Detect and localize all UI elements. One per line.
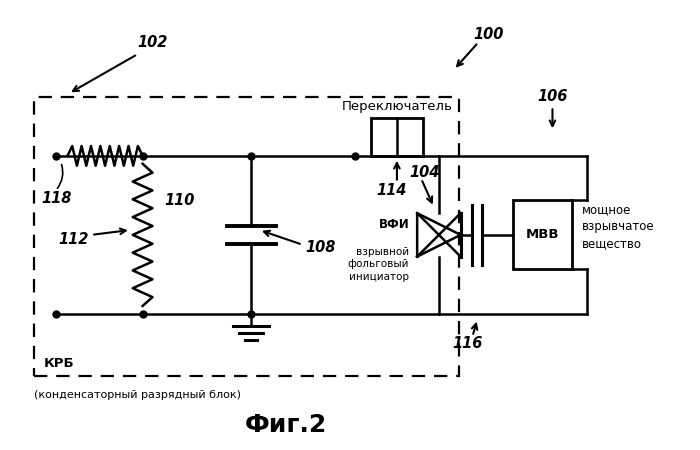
Text: Фиг.2: Фиг.2 xyxy=(245,414,327,437)
Text: 102: 102 xyxy=(137,35,168,50)
Text: 114: 114 xyxy=(377,183,407,198)
Text: 100: 100 xyxy=(473,27,503,42)
Text: МВВ: МВВ xyxy=(526,229,559,241)
Text: 118: 118 xyxy=(42,191,72,206)
Text: (конденсаторный разрядный блок): (конденсаторный разрядный блок) xyxy=(34,390,241,400)
Text: 106: 106 xyxy=(538,89,568,104)
Text: 116: 116 xyxy=(452,336,483,351)
Text: 108: 108 xyxy=(306,240,336,255)
Text: Переключатель: Переключатель xyxy=(342,100,452,113)
Text: 104: 104 xyxy=(410,165,440,180)
Text: КРБ: КРБ xyxy=(44,357,74,370)
FancyBboxPatch shape xyxy=(371,118,423,156)
Text: 112: 112 xyxy=(59,232,89,248)
Text: ВФИ: ВФИ xyxy=(379,219,410,231)
Text: взрывной
фольговый
инициатор: взрывной фольговый инициатор xyxy=(348,247,409,282)
Text: 110: 110 xyxy=(164,193,195,208)
FancyBboxPatch shape xyxy=(513,200,572,270)
Text: мощное
взрывчатое
вещество: мощное взрывчатое вещество xyxy=(582,203,654,251)
